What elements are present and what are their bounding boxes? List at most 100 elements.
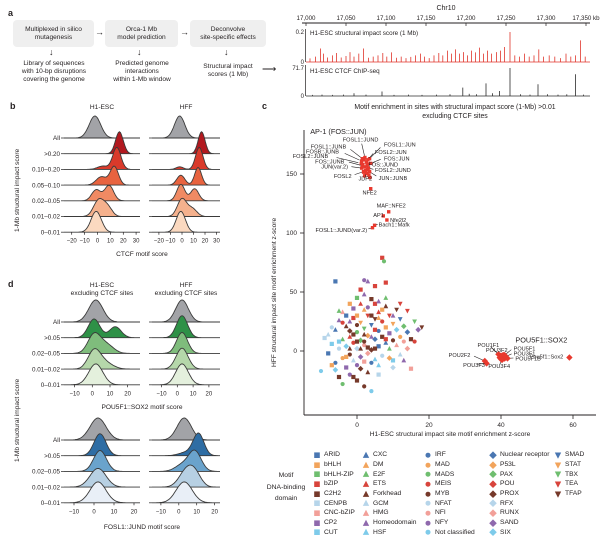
ridge-xtick-label: 10 [190,239,197,245]
axis-tick-label: 17,100 [377,15,396,22]
scatter-point [386,355,393,361]
legend-item-label: HMG [373,509,389,517]
square-icon [314,490,320,497]
scatter-point [336,308,342,313]
scatter-point [415,326,421,333]
legend-marker [489,528,497,537]
axis-tick-label: 17,350 kb [572,15,600,22]
ap1-cluster-point [362,174,367,178]
legend-marker [425,462,431,468]
panel-d-col2-title: HFF excluding CTCF sites [138,282,234,298]
circle-icon [425,500,431,506]
legend-item: SAND [489,518,549,528]
scatter-point [376,298,381,304]
scatter-point [351,306,356,311]
scatter-point [397,351,403,357]
legend-item: Not classified [424,528,475,538]
flow-box-line: site-specific effects [200,33,256,41]
legend-item: E2F [362,469,417,479]
scatter-point [401,323,407,330]
scatter-point [401,339,406,344]
labeled-point [365,164,369,168]
legend-column: IRF MAD MADS MEIS MYB NFAT NFI NFY Not classifie… [424,450,475,537]
scatter-point [408,337,414,342]
panel-b-ylabel: 1-Mb structural impact score [14,148,21,233]
legend-title-line: domain [274,495,298,502]
scatter-point [372,284,378,289]
scatter-point [351,332,356,337]
triangle-up-icon [362,480,370,487]
ridge-curve [64,165,140,186]
flow-box-mutagenesis: Multiplexed in silico mutagenesis [13,20,94,47]
panel-b-label: b [10,101,16,111]
legend-item: C2H2 [313,489,355,499]
x-tick-label: 20 [425,422,433,429]
legend-item-label: TFAP [565,490,582,498]
ridge-row-label: 0.02–0.05 [32,469,61,476]
point-label: FOS::JUNB [315,159,344,165]
labeled-point [370,226,375,230]
ridge-curve [152,481,220,504]
panel-d-bottom-plot: All >0.05 0.02–0.05 0.01–0.02 0–0.01 −10 0 10 20… [32,417,220,515]
legend-marker [314,529,320,536]
labeled-point [367,157,372,161]
leader-line [348,161,361,166]
ridge-curve [64,146,140,170]
legend-item: bHLH-ZIP [313,469,355,479]
ridge-row-label: >0.20 [44,151,60,158]
ap1-cluster-point [363,168,368,173]
legend-item: CENPB [313,498,355,508]
labeled-point [566,354,573,361]
scatter-point [347,301,352,306]
ridge-curve [64,184,140,202]
legend-marker [554,471,562,478]
legend-item-label: Not classified [435,528,475,536]
ridge-xtick-label: 20 [202,239,209,245]
scatter-point [354,345,360,352]
legend-marker [425,530,431,536]
legend-item: SMAD [554,450,584,460]
square-icon [314,510,320,516]
labeled-point [481,357,488,365]
legend-marker [489,519,497,527]
point-label: POU3F2 [486,348,508,354]
ridge-xtick-label: 10 [190,391,197,397]
scatter-point [383,303,389,309]
ridge-xtick-label: 30 [133,239,140,245]
ridge-xtick-label: 0 [92,509,96,515]
ridge-curve [152,147,220,170]
scatter-point [318,368,324,374]
scatter-point [347,318,353,324]
legend-column: SMAD STAT TBX TEA TFAP [554,450,584,498]
track-ymax: 0.2 [296,30,305,36]
labeled-point [483,360,490,367]
ridge-curve [152,315,220,339]
scatter-point [365,350,371,357]
legend-item: TEA [554,479,584,489]
scatter-point [344,354,349,359]
point-label: FOSL2::JUND [375,168,411,174]
scatter-point [401,357,407,363]
legend-marker [489,499,497,508]
scatter-point [404,345,411,352]
labeled-point [360,157,365,161]
scatter-point [333,327,338,332]
x-tick-label: 0 [355,422,359,429]
scatter-point [351,357,356,363]
scatter-point [358,346,363,351]
scatter-point [394,342,399,348]
legend-item-label: PAX [500,470,513,478]
scatter-point [383,280,388,285]
legend-item-label: Homeodomain [373,519,417,527]
labeled-point [360,164,365,168]
legend-item: MYB [424,489,475,499]
arrow-down-icon: ↓ [49,47,54,57]
triangle-down-icon [554,452,562,459]
scatter-point [358,287,363,292]
x-tick-label: 60 [569,422,577,429]
axis-tick-label: 17,150 [417,15,436,22]
legend-item: MADS [424,469,475,479]
ridge-curve [64,318,140,339]
